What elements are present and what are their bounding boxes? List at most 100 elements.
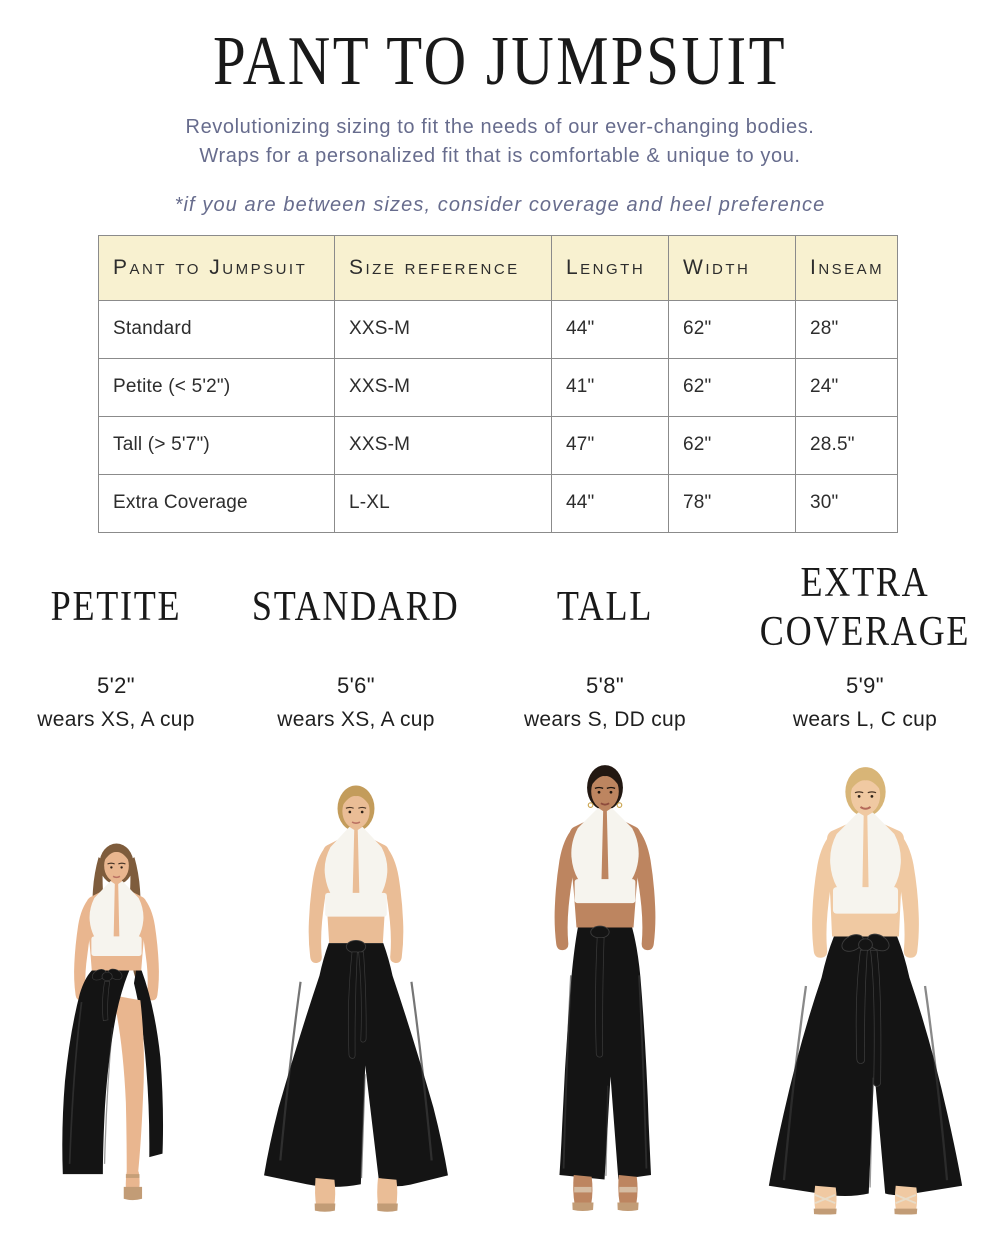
model-photo-extra-coverage (730, 749, 1000, 1215)
model-column-standard: STANDARD 5'6" wears XS, A cup (232, 559, 480, 1215)
model-height: 5'8" (585, 672, 625, 698)
model-wears: wears XS, A cup (37, 707, 195, 731)
length-value: 44" (551, 473, 669, 533)
model-photo-petite (0, 749, 232, 1215)
model-height: 5'6" (336, 672, 376, 698)
model-height: 5'2" (96, 672, 136, 698)
wrap-skirt-front-panel (61, 970, 129, 1174)
length-value: 44" (551, 299, 669, 359)
skirt-sheen-lines (68, 1001, 113, 1164)
halter-top-shape (829, 812, 901, 914)
model-stats-standard: 5'6" wears XS, A cup (277, 657, 434, 749)
pants-sheen-lines (279, 981, 433, 1178)
heel-shape (123, 1173, 142, 1200)
fit-label: Petite (< 5'2") (98, 357, 335, 417)
skin-shape (554, 772, 656, 950)
length-value: 41" (551, 357, 669, 417)
face-features (594, 786, 616, 806)
column-header-length: Length (551, 234, 669, 301)
wide-leg-pants-shape (768, 936, 962, 1196)
column-header-width: Width (668, 234, 796, 301)
model-heading-tall: TALL (556, 584, 654, 631)
model-heading-petite: PETITE (50, 584, 182, 631)
model-height: 5'9" (845, 672, 885, 698)
page-subtitle: Revolutionizing sizing to fit the needs … (0, 113, 1000, 171)
model-photo-standard (232, 749, 480, 1215)
model-stats-petite: 5'2" wears XS, A cup (37, 657, 194, 749)
tall-model-illustration (554, 764, 656, 1211)
petite-model-illustration (61, 843, 163, 1200)
size-reference-value: L-XL (334, 473, 552, 533)
earrings (587, 801, 623, 808)
page-title: PANT TO JUMPSUIT (212, 23, 788, 100)
feet-shape (315, 1177, 398, 1207)
size-chart-table: Pant to Jumpsuit Size reference Length W… (98, 234, 898, 533)
heel-shape (314, 1203, 398, 1212)
hair-front-shape (849, 770, 881, 791)
waist-bow-shape (91, 968, 122, 1021)
face-features (345, 806, 367, 824)
width-value: 62" (668, 299, 796, 359)
size-row-tall: Tall (> 5'7") XXS-M 47" 62" 28.5" (98, 415, 898, 475)
width-value: 62" (668, 415, 796, 475)
between-sizes-note: *if you are between sizes, consider cove… (174, 193, 826, 216)
standard-model-illustration (264, 785, 448, 1212)
extra-coverage-model-illustration (768, 766, 962, 1215)
fit-models-section: PETITE 5'2" wears XS, A cup (0, 559, 1000, 1215)
inseam-value: 28" (795, 299, 898, 359)
bare-leg-shape (115, 995, 144, 1189)
skin-shape (308, 793, 404, 963)
column-header-size-reference: Size reference (334, 234, 552, 301)
halter-top-shape (571, 807, 639, 903)
skin-shape (811, 776, 919, 958)
model-column-tall: TALL 5'8" wears S, DD cup (480, 559, 730, 1215)
size-reference-value: XXS-M (334, 415, 552, 475)
inseam-value: 30" (795, 473, 898, 533)
model-wears: wears XS, A cup (277, 707, 435, 731)
halter-top-shape (89, 880, 143, 956)
fit-label: Tall (> 5'7") (98, 415, 335, 475)
heel-shape (813, 1208, 917, 1215)
waist-bow-shape (840, 933, 890, 1087)
halter-top-shape (324, 826, 388, 917)
hair-front-shape (591, 766, 619, 786)
face-features (854, 790, 876, 810)
model-heading-extra-coverage: EXTRA COVERAGE (759, 559, 971, 655)
width-value: 78" (668, 473, 796, 533)
model-column-extra-coverage: EXTRA COVERAGE 5'9" wears L, C cup (730, 559, 1000, 1215)
pants-sheen-lines (562, 974, 648, 1176)
subtitle-line-1: Revolutionizing sizing to fit the needs … (185, 115, 815, 138)
width-value: 62" (668, 357, 796, 417)
size-row-petite: Petite (< 5'2") XXS-M 41" 62" 24" (98, 357, 898, 417)
model-stats-extra-coverage: 5'9" wears L, C cup (793, 657, 937, 749)
model-wears: wears L, C cup (792, 707, 938, 731)
size-reference-value: XXS-M (334, 299, 552, 359)
model-photo-tall (480, 749, 730, 1215)
column-header-inseam: Inseam (795, 234, 898, 301)
hair-front-shape (103, 844, 129, 862)
size-chart-header-row: Pant to Jumpsuit Size reference Length W… (98, 234, 898, 301)
inseam-value: 24" (795, 357, 898, 417)
waist-knot-shape (590, 925, 610, 1058)
hair-front-shape (341, 787, 371, 807)
heel-strap-shape (814, 1193, 916, 1204)
size-row-standard: Standard XXS-M 44" 62" 28" (98, 299, 898, 359)
column-header-pant-to-jumpsuit: Pant to Jumpsuit (98, 234, 335, 301)
model-wears: wears S, DD cup (523, 707, 687, 731)
model-stats-tall: 5'8" wears S, DD cup (524, 657, 686, 749)
model-heading-standard: STANDARD (252, 584, 460, 631)
length-value: 47" (551, 415, 669, 475)
fit-label: Standard (98, 299, 335, 359)
model-column-petite: PETITE 5'2" wears XS, A cup (0, 559, 232, 1215)
face-features (106, 862, 126, 878)
heel-shape (572, 1186, 639, 1211)
inseam-value: 28.5" (795, 415, 898, 475)
fit-label: Extra Coverage (98, 473, 335, 533)
size-reference-value: XXS-M (334, 357, 552, 417)
waist-tie-shape (345, 939, 367, 1059)
subtitle-line-2: Wraps for a personalized fit that is com… (199, 144, 801, 167)
size-row-extra-coverage: Extra Coverage L-XL 44" 78" 30" (98, 473, 898, 533)
straight-leg-pants-shape (559, 927, 651, 1180)
pants-sheen-lines (782, 985, 948, 1188)
